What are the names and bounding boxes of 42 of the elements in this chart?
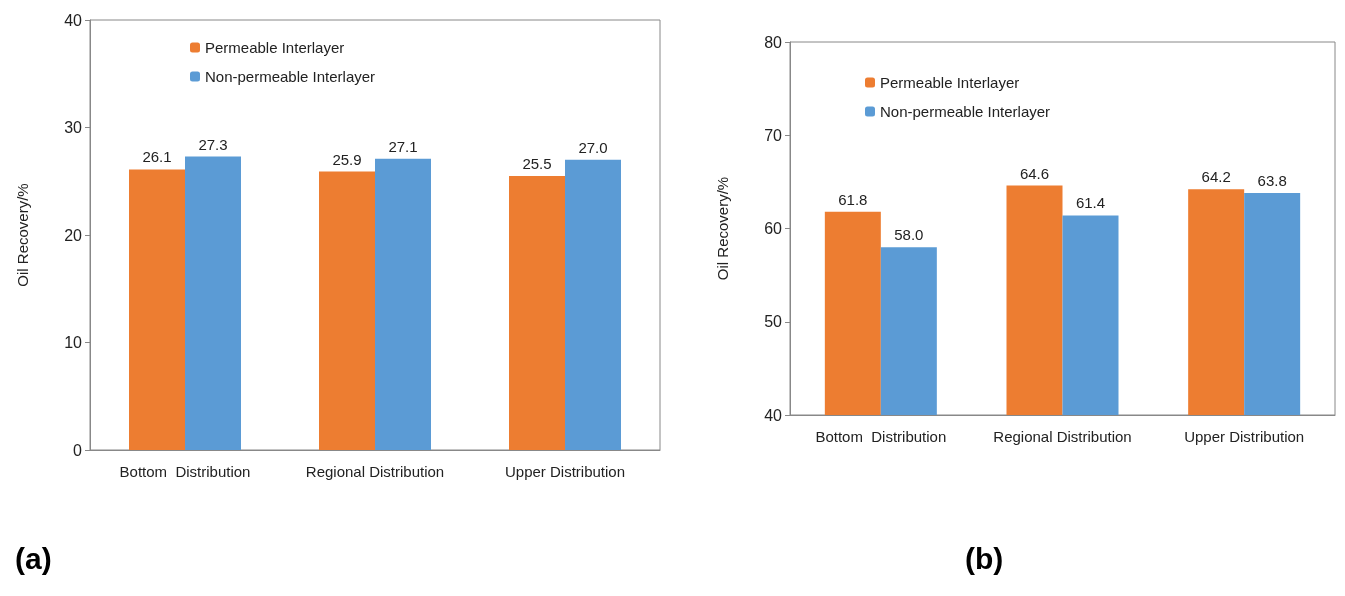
bar [375,158,431,450]
data-label: 61.8 [838,190,868,208]
x-tick-label: Upper Distribution [504,463,626,480]
data-label: 25.5 [522,154,552,172]
legend-label: Permeable Interlayer [880,74,1020,91]
text: (a) [15,541,52,575]
bar [185,156,241,450]
data-label: 26.1 [142,148,172,166]
y-axis-title: Oil Recovery/% [14,183,31,287]
y-tick-label: 50 [764,313,783,331]
y-tick-label: 10 [64,334,83,351]
data-label: 64.2 [1201,168,1231,186]
data-label: 58.0 [894,226,924,244]
data-label: 27.0 [578,138,608,156]
bar [129,169,185,450]
y-tick-label: 30 [64,119,83,136]
y-tick-label: 40 [64,11,83,29]
data-label: 61.4 [1075,194,1106,212]
bar [565,159,621,450]
x-tick-label: Regional Distribution [305,463,445,480]
legend-label: Non-permeable Interlayer [205,68,376,85]
y-tick-label: 40 [764,406,783,424]
bar [319,171,375,450]
y-tick-label: 20 [64,226,83,244]
y-tick-label: 70 [764,126,783,144]
data-label: 25.9 [332,150,362,168]
y-axis-title: Oil Recovery/% [714,176,731,281]
x-tick-label: Bottom Distribution [815,428,947,445]
data-label: 27.3 [198,135,228,153]
x-tick-label: Upper Distribution [1184,428,1305,445]
bar [509,175,565,450]
data-label: 27.1 [388,137,418,155]
y-tick-label: 60 [764,220,783,237]
data-label: 63.8 [1257,172,1287,190]
legend-label: Permeable Interlayer [205,39,345,56]
data-label: 64.6 [1019,164,1050,182]
y-tick-label: 80 [764,33,783,51]
x-tick-label: Regional Distribution [993,428,1132,445]
y-tick-label: 0 [73,441,83,459]
x-tick-label: Bottom Distribution [119,463,251,480]
text: (b) [965,541,1004,575]
legend-label: Non-permeable Interlayer [880,103,1051,120]
